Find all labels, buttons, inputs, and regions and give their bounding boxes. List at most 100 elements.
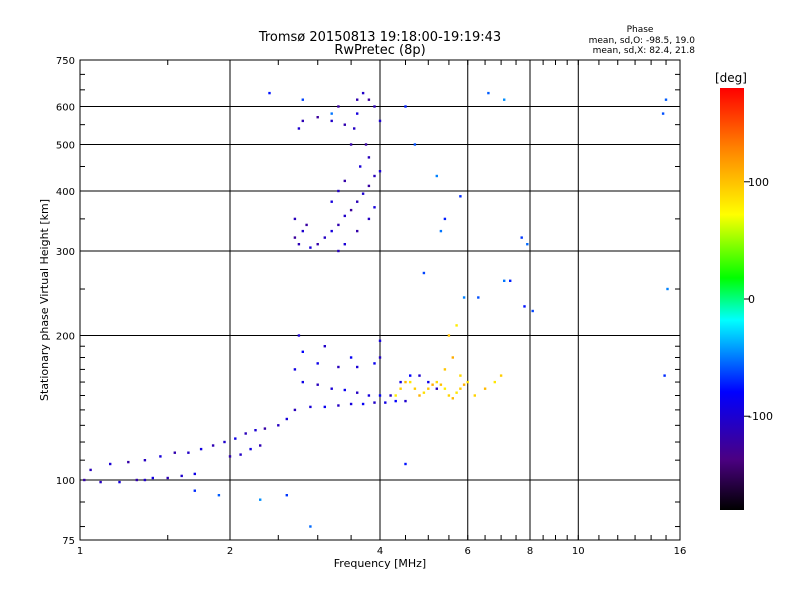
- data-point: [466, 380, 469, 384]
- chart-subtitle: RwPretec (8p): [334, 43, 425, 58]
- data-point: [451, 397, 454, 400]
- data-point: [337, 189, 340, 193]
- x-tick-label: 16: [674, 546, 687, 557]
- data-point: [349, 143, 353, 146]
- data-point: [661, 112, 665, 115]
- data-point: [199, 447, 203, 451]
- data-point: [459, 195, 462, 198]
- data-point: [443, 217, 447, 221]
- data-point: [526, 243, 529, 246]
- data-point: [285, 494, 288, 497]
- y-tick-label: 100: [56, 476, 75, 487]
- data-point: [520, 236, 523, 239]
- data-point: [409, 374, 412, 377]
- data-point: [337, 404, 340, 407]
- data-points: [83, 91, 669, 528]
- data-point: [356, 229, 359, 233]
- x-axis: 1 2 4 6 8 10 16: [77, 60, 687, 557]
- data-point: [503, 279, 506, 282]
- data-point: [143, 459, 147, 462]
- data-point: [356, 365, 359, 369]
- data-point: [384, 401, 387, 404]
- colorbar-tick-label: 100: [748, 176, 769, 189]
- x-tick-label: 8: [527, 546, 533, 557]
- data-point: [373, 401, 376, 404]
- data-point: [263, 427, 267, 430]
- data-point: [413, 143, 417, 146]
- data-point: [135, 478, 138, 482]
- data-point: [477, 296, 480, 299]
- data-point: [323, 345, 326, 348]
- data-point: [337, 105, 340, 108]
- data-point: [459, 387, 462, 390]
- data-point: [499, 374, 503, 377]
- data-point: [343, 179, 346, 183]
- data-point: [337, 365, 340, 369]
- data-point: [373, 362, 376, 365]
- data-point: [301, 350, 304, 353]
- data-point: [378, 119, 382, 123]
- data-point: [249, 447, 252, 451]
- data-point: [173, 451, 176, 454]
- data-point: [443, 387, 447, 390]
- data-point: [427, 380, 430, 384]
- data-point: [435, 380, 438, 384]
- data-point: [367, 156, 371, 159]
- data-point: [297, 334, 301, 337]
- data-point: [503, 98, 506, 101]
- data-point: [439, 229, 443, 233]
- data-point: [418, 394, 421, 397]
- y-axis: 75 100 200 300 400 500 600 750: [56, 56, 680, 547]
- x-tick-label: 4: [377, 546, 383, 557]
- data-point: [228, 455, 232, 458]
- y-tick-label: 300: [56, 247, 75, 258]
- data-point: [309, 405, 312, 409]
- data-point: [451, 356, 454, 359]
- data-point: [447, 334, 451, 337]
- data-point: [394, 399, 397, 403]
- data-point: [439, 383, 443, 386]
- data-point: [473, 394, 476, 397]
- data-point: [378, 356, 382, 359]
- data-point: [330, 112, 333, 115]
- data-point: [422, 391, 426, 394]
- data-point: [305, 223, 308, 227]
- data-point: [301, 98, 304, 101]
- data-point: [373, 206, 376, 209]
- data-point: [373, 174, 376, 178]
- data-point: [349, 208, 353, 212]
- data-point: [356, 391, 359, 394]
- colorbar-tick-label: -100: [748, 410, 773, 423]
- x-tick-label: 6: [465, 546, 471, 557]
- data-point: [427, 387, 430, 390]
- x-tick-label: 10: [572, 546, 585, 557]
- data-point: [418, 374, 421, 377]
- data-point: [234, 437, 237, 440]
- data-point: [413, 387, 417, 390]
- data-point: [301, 229, 304, 233]
- data-point: [435, 387, 438, 390]
- data-point: [394, 394, 397, 397]
- data-point: [127, 460, 130, 464]
- data-point: [239, 453, 242, 456]
- data-point: [193, 472, 196, 476]
- data-point: [159, 455, 162, 458]
- data-point: [378, 170, 382, 173]
- data-point: [211, 444, 215, 447]
- data-point: [118, 480, 121, 484]
- data-point: [462, 383, 466, 386]
- data-point: [399, 380, 402, 384]
- data-point: [435, 174, 438, 178]
- data-point: [293, 217, 297, 221]
- data-point: [367, 217, 371, 221]
- data-point: [343, 123, 346, 126]
- colorbar-label: [deg]: [715, 71, 747, 85]
- x-tick-label: 1: [77, 546, 83, 557]
- data-point: [301, 119, 304, 123]
- x-axis-label: Frequency [MHz]: [334, 557, 426, 570]
- data-point: [404, 462, 407, 466]
- data-point: [293, 236, 297, 239]
- data-point: [330, 387, 333, 390]
- y-axis-label: Stationary phase Virtual Height [km]: [38, 199, 51, 401]
